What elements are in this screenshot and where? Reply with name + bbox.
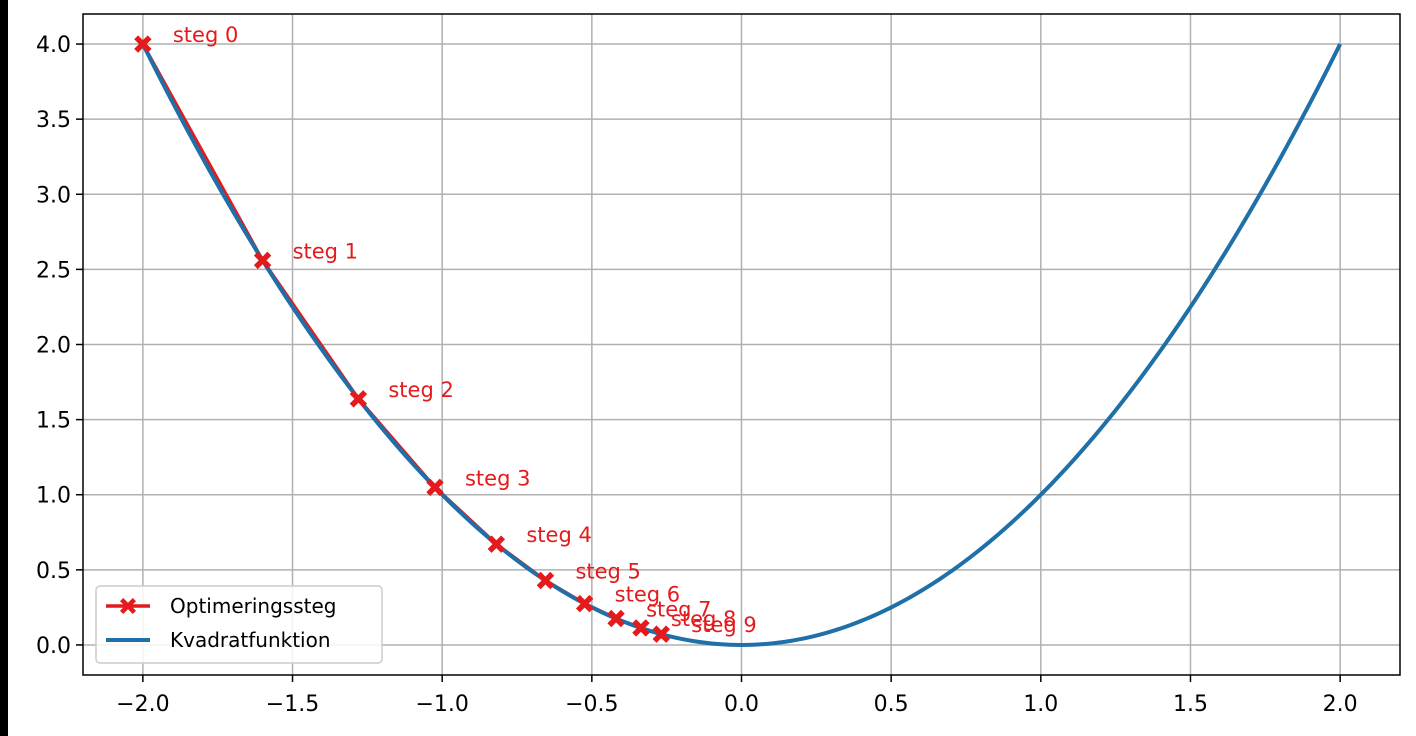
step-annotation: steg 4 (526, 523, 591, 547)
x-tick-label: −0.5 (565, 692, 618, 717)
y-tick-label: 4.0 (36, 33, 71, 58)
y-tick-label: 0.5 (36, 559, 71, 584)
x-tick-label: 1.5 (1173, 692, 1208, 717)
ticks: −2.0 −1.5 −1.0 −0.5 0.0 0.5 1.0 1.5 2.0 0.0 0.5 1.0… (36, 33, 1358, 717)
y-tick-label: 3.0 (36, 183, 71, 208)
optimization-step-marker (426, 478, 444, 497)
step-annotation: steg 7 (646, 598, 711, 622)
optimization-step-marker (487, 535, 506, 553)
x-tick-label: 2.0 (1323, 692, 1358, 717)
legend-quadratic-label: Kvadratfunktion (170, 628, 331, 652)
optimization-step-marker (632, 619, 650, 637)
y-tick-label: 1.5 (36, 409, 71, 434)
x-tick-label: 0.0 (724, 692, 759, 717)
optimization-step-marker (349, 390, 368, 408)
grid (83, 14, 1400, 675)
optimization-step-marker (652, 625, 670, 643)
x-tick-label: 1.0 (1023, 692, 1058, 717)
step-annotation: steg 5 (575, 560, 640, 584)
y-tick-label: 0.0 (36, 634, 71, 659)
legend-box (95, 585, 383, 664)
optimization-step-marker (575, 594, 594, 613)
legend-optimization-swatch-marker (120, 598, 136, 614)
x-tick-label: −1.5 (266, 692, 319, 717)
y-tick-label: 3.5 (36, 108, 71, 133)
chart-frame: steg 0 steg 1 steg 2 steg 3 steg 4 steg 5 steg… (8, 0, 1416, 736)
optimization-step-marker (607, 609, 625, 628)
y-tick-label: 1.0 (36, 484, 71, 509)
optimization-step-marker (134, 35, 152, 53)
x-tick-label: −1.0 (415, 692, 468, 717)
x-tick-label: −2.0 (116, 692, 169, 717)
step-annotation: steg 6 (615, 583, 680, 607)
x-tick-label: 0.5 (874, 692, 909, 717)
legend-optimization-label: Optimeringssteg (170, 594, 336, 618)
series-layer (134, 35, 1342, 647)
step-annotation: steg 2 (388, 378, 453, 402)
step-annotation: steg 0 (173, 23, 238, 47)
step-annotation: steg 1 (293, 239, 358, 263)
step-annotation: steg 3 (465, 466, 530, 490)
y-tick-label: 2.5 (36, 258, 71, 283)
legend: Optimeringssteg Kvadratfunktion (95, 585, 383, 664)
optimization-step-marker (536, 571, 555, 590)
quadratic-function-line (141, 43, 1342, 647)
step-annotation: steg 8 (671, 607, 736, 631)
optimization-step-marker (253, 251, 272, 270)
step-annotation: steg 9 (691, 613, 756, 637)
y-tick-label: 2.0 (36, 334, 71, 359)
